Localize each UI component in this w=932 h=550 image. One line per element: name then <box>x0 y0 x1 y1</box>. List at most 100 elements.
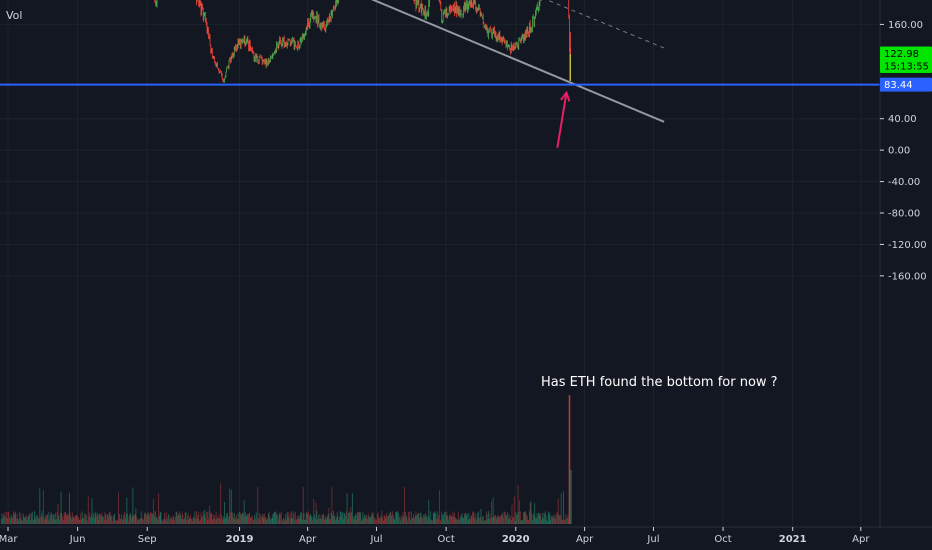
volume-bar <box>382 517 384 524</box>
volume-bar <box>298 516 300 524</box>
volume-bar <box>437 518 439 524</box>
volume-bar <box>67 516 69 524</box>
volume-bar <box>129 513 131 524</box>
volume-bar <box>32 520 34 524</box>
volume-bar <box>1 513 3 524</box>
volume-bar <box>404 486 405 524</box>
volume-bar <box>554 514 556 524</box>
volume-bar <box>9 517 10 524</box>
volume-bar <box>355 519 357 524</box>
volume-bar <box>395 511 397 524</box>
volume-bar <box>6 511 7 524</box>
volume-bar <box>231 511 233 524</box>
volume-bar <box>43 519 45 524</box>
volume-bar <box>496 517 498 524</box>
volume-bar <box>112 520 113 524</box>
volume-bar <box>273 513 275 524</box>
volume-bar <box>159 511 161 524</box>
volume-bar <box>399 516 401 524</box>
volume-bar <box>6 518 8 524</box>
volume-bar <box>343 512 345 524</box>
price-axis[interactable]: 440.00400.00360.00320.00280.00240.00200.… <box>879 0 932 550</box>
volume-bar <box>59 520 60 524</box>
volume-bar <box>295 519 297 524</box>
volume-bar <box>475 517 477 524</box>
volume-bar <box>2 518 4 524</box>
volume-bar <box>252 520 254 524</box>
volume-bar <box>124 518 126 524</box>
volume-bar <box>516 514 517 524</box>
volume-bar <box>43 490 45 524</box>
volume-bar <box>445 514 447 524</box>
volume-bar <box>113 515 115 524</box>
volume-bar <box>438 514 440 524</box>
volume-bar <box>275 511 277 524</box>
volume-bar <box>510 516 511 524</box>
volume-bar <box>378 517 380 524</box>
volume-bar <box>156 517 158 524</box>
volume-bar <box>277 520 279 524</box>
volume-bar <box>430 520 432 524</box>
volume-bar <box>173 516 175 524</box>
volume-bar <box>351 512 352 524</box>
volume-bar <box>179 511 181 524</box>
volume-bar <box>121 519 123 524</box>
volume-bar <box>547 511 549 524</box>
volume-bar <box>328 507 330 524</box>
time-tick-label: 2020 <box>502 534 530 545</box>
volume-bar <box>62 520 64 524</box>
volume-bar <box>213 518 215 524</box>
volume-bar <box>402 512 404 524</box>
volume-bar <box>345 516 346 524</box>
volume-bar <box>204 509 206 524</box>
volume-bar <box>221 518 223 524</box>
volume-bar <box>347 518 349 524</box>
volume-bar <box>313 499 315 524</box>
volume-bar <box>209 511 211 524</box>
volume-bar <box>190 514 191 524</box>
volume-bar <box>96 516 97 524</box>
volume-bar <box>504 511 505 524</box>
time-tick-label: Jun <box>69 534 86 545</box>
volume-bar <box>249 512 250 524</box>
volume-bar <box>137 518 139 524</box>
volume-bar <box>64 512 66 524</box>
volume-bar <box>479 516 481 524</box>
volume-bar <box>519 511 521 524</box>
volume-bar <box>214 515 216 524</box>
volume-bar <box>463 517 464 524</box>
volume-bar <box>488 511 489 524</box>
volume-bar <box>481 519 483 524</box>
volume-bar <box>8 511 10 524</box>
time-axis[interactable]: Mar Jun Sep 2019 Apr Jul Oct 2020 Apr Jul Oct 2021 A… <box>0 526 932 545</box>
volume-bar <box>264 517 266 524</box>
volume-bar <box>14 515 16 524</box>
volume-bar <box>376 513 378 524</box>
volume-bar <box>549 512 551 524</box>
volume-bar <box>181 512 183 524</box>
volume-bar <box>334 515 336 524</box>
volume-bar <box>255 512 257 524</box>
volume-bar <box>118 513 120 524</box>
volume-bar <box>176 511 178 524</box>
volume-bar <box>211 519 213 524</box>
volume-bar <box>501 515 503 524</box>
volume-bar <box>486 514 488 524</box>
volume-bar <box>352 516 354 524</box>
volume-bar <box>41 511 43 524</box>
volume-bar <box>174 520 175 524</box>
volume-bar <box>320 519 322 524</box>
volume-bar <box>434 511 436 524</box>
volume-bar <box>172 515 174 524</box>
volume-bar <box>153 515 155 524</box>
volume-bar <box>45 518 47 524</box>
volume-bar <box>91 498 93 524</box>
volume-bar <box>433 512 435 524</box>
volume-bar <box>87 496 89 524</box>
volume-bar <box>292 518 293 524</box>
volume-bar <box>19 518 21 524</box>
volume-bar <box>224 518 226 524</box>
